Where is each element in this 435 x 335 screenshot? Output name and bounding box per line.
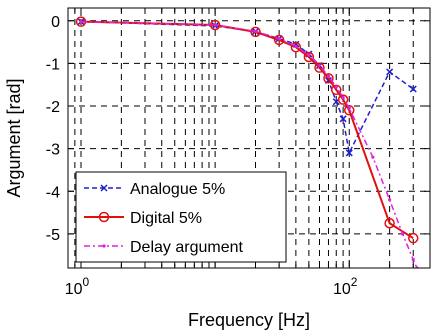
plot-frame (67, 7, 431, 269)
data-point (273, 34, 285, 46)
legend-item: Digital 5% (84, 210, 202, 227)
data-point (307, 53, 311, 57)
data-point (303, 51, 315, 63)
y-tick-label: -1 (46, 56, 60, 73)
data-point (250, 26, 261, 38)
legend-label: Digital 5% (130, 210, 202, 227)
data-point (100, 184, 108, 192)
data-point (294, 44, 298, 48)
data-point (409, 85, 417, 93)
legend-label: Analogue 5% (130, 181, 225, 198)
legend-item: Analogue 5% (84, 181, 225, 198)
legend-item: Delay argument (84, 239, 244, 256)
y-tick-label: -3 (46, 142, 60, 159)
x-tick-label: 100 (65, 275, 90, 298)
legend: Analogue 5% Digital 5% Delay argument (75, 171, 287, 263)
data-point (314, 62, 325, 73)
data-point (253, 29, 258, 34)
y-tick-label: -4 (46, 184, 60, 201)
legend-label: Delay argument (130, 239, 244, 256)
data-point (386, 68, 394, 76)
series-0 (77, 18, 417, 157)
data-point (334, 85, 338, 89)
data-point (326, 74, 331, 78)
data-point (277, 37, 281, 41)
data-point (347, 106, 351, 110)
series-layer (75, 16, 419, 268)
tick-layer: 0 -1 -2 -3 -4 -5 100 102 (46, 8, 431, 298)
series-2 (79, 20, 419, 268)
series-line (80, 20, 418, 268)
data-point (407, 232, 419, 244)
data-point (388, 198, 392, 202)
data-point (401, 232, 405, 236)
data-point (341, 95, 345, 100)
data-point (411, 257, 415, 262)
data-point (371, 155, 375, 159)
data-point (343, 105, 355, 116)
data-point (79, 20, 83, 24)
data-point (102, 244, 106, 248)
data-point (317, 63, 322, 68)
data-point (384, 217, 395, 229)
data-point (323, 73, 334, 84)
data-point (339, 115, 347, 123)
y-tick-label: 0 (51, 14, 60, 31)
data-point (290, 41, 302, 53)
y-axis-title: Argument [rad] (4, 78, 24, 197)
data-point (337, 94, 349, 105)
data-point (213, 23, 217, 27)
data-point (98, 211, 110, 223)
data-point (345, 149, 353, 157)
x-tick-label: 102 (333, 275, 358, 298)
y-tick-label: -2 (46, 99, 60, 116)
x-axis-title: Frequency [Hz] (188, 310, 310, 330)
series-line (80, 20, 414, 156)
y-tick-label: -5 (46, 227, 60, 244)
